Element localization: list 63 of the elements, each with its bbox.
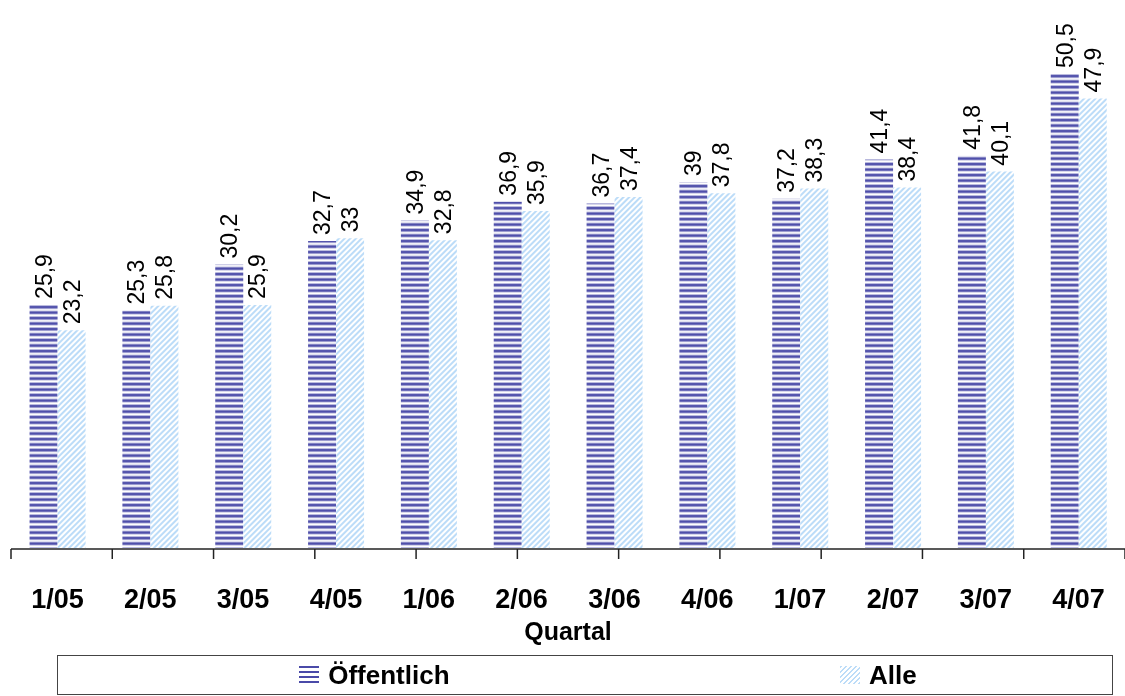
bar [1078,98,1107,548]
data-label: 39 [680,150,707,176]
data-label: 36,7 [587,152,614,198]
x-tick-label: 3/05 [216,584,270,614]
data-label: 25,9 [30,254,57,299]
bar [122,310,151,548]
x-tick-label: 2/06 [495,584,548,614]
data-label: 25,8 [151,255,178,300]
data-label: 33 [337,206,364,233]
data-label: 41,4 [866,108,893,154]
x-tick-label: 1/05 [31,584,84,614]
bar [1050,74,1079,548]
data-label: 25,9 [244,254,271,299]
data-label: 37,8 [708,142,735,188]
x-tick-label: 2/05 [123,584,177,614]
data-label: 23,2 [58,279,85,325]
data-label: 37,4 [615,145,642,191]
bar [336,238,365,548]
bar [865,159,894,548]
x-tick-label: 4/05 [309,584,363,614]
bar [215,264,244,548]
data-label: 25,3 [123,259,150,305]
bar [521,211,550,548]
data-label: 38,4 [894,136,921,182]
data-label: 30,2 [216,213,243,259]
bar [243,304,272,548]
bar [985,171,1014,548]
data-label: 34,9 [401,169,428,215]
bar [493,201,522,548]
x-tick-label: 4/06 [680,584,734,614]
x-tick-label: 4/07 [1052,584,1105,614]
x-tick-label: 3/06 [588,584,641,614]
bar [893,187,922,548]
bar [679,181,708,548]
data-label: 35,9 [522,160,549,206]
bar [707,193,736,548]
bar [800,188,829,548]
bar [614,196,643,548]
data-label: 40,1 [986,120,1013,166]
bar [308,241,337,548]
data-label: 37,2 [773,148,800,193]
bar [428,240,457,548]
x-tick-label: 1/07 [773,584,827,614]
data-label: 50,5 [1051,23,1078,68]
data-label: 36,9 [494,150,521,196]
bar [957,155,986,548]
bar [150,305,179,548]
legend-label: Öffentlich [328,659,450,691]
data-label: 41,8 [958,104,985,150]
legend-label: Alle [869,659,917,691]
data-label: 38,3 [801,137,828,183]
bar [29,304,58,548]
data-label: 32,7 [309,190,336,236]
bar [400,220,429,548]
x-tick-label: 3/07 [959,584,1013,614]
x-tick-label: 1/06 [402,584,456,614]
data-label: 47,9 [1079,47,1106,93]
bar [772,198,801,548]
data-label: 32,8 [429,189,456,235]
bar [586,203,615,548]
x-tick-label: 2/07 [866,584,920,614]
x-axis-title: Quartal [524,616,612,645]
bar [57,330,86,548]
